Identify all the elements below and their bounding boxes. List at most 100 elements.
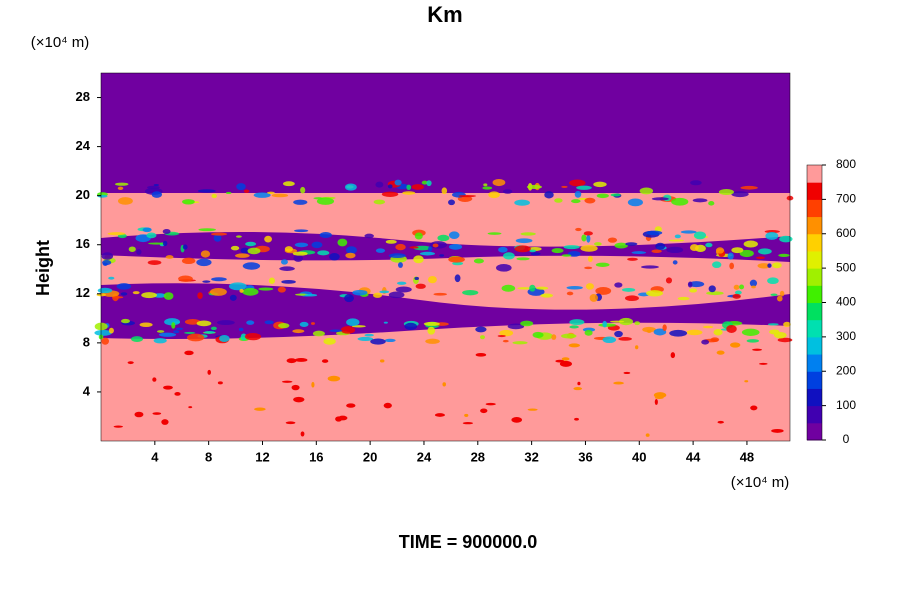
contour-blob (687, 281, 693, 288)
band (101, 231, 790, 262)
contour-blob (740, 185, 758, 190)
contour-blob (654, 396, 664, 399)
contour-blob (502, 189, 513, 194)
contour-blob (536, 286, 549, 290)
contour-blob (197, 292, 203, 299)
contour-blob (284, 246, 293, 253)
colorbar-segment (807, 165, 822, 183)
y-tick-label: 8 (83, 334, 90, 349)
contour-blob (425, 338, 440, 344)
contour-blob (188, 406, 193, 409)
contour-blob (482, 186, 493, 190)
contour-blob (229, 294, 237, 301)
x-tick-label: 36 (578, 449, 592, 464)
contour-blob (419, 251, 436, 256)
contour-blob (646, 230, 663, 236)
x-tick-label: 28 (471, 449, 485, 464)
contour-blob (225, 191, 232, 195)
contour-blob (128, 246, 136, 252)
contour-blob (162, 240, 168, 247)
x-tick-label: 12 (255, 449, 269, 464)
contour-blob (373, 199, 386, 205)
contour-blob (566, 286, 583, 290)
contour-blob (708, 285, 716, 293)
contour-blob (713, 329, 723, 336)
contour-blob (751, 348, 763, 351)
contour-blob (101, 252, 114, 260)
contour-blob (627, 257, 638, 261)
contour-blob (621, 287, 636, 292)
contour-blob (312, 330, 325, 337)
y-unit: (×10⁴ m) (31, 34, 90, 51)
contour-blob (387, 184, 393, 189)
contour-blob (394, 179, 402, 186)
contour-blob (346, 403, 356, 408)
contour-blob (113, 425, 124, 428)
y-tick-label: 20 (76, 187, 90, 202)
contour-blob (182, 244, 188, 250)
contour-blob (200, 250, 211, 258)
contour-blob (319, 232, 332, 239)
contour-blob (571, 199, 581, 204)
contour-blob (236, 183, 246, 191)
contour-blob (701, 339, 710, 345)
contour-blob (293, 396, 305, 403)
contour-blob (730, 342, 741, 348)
contour-blob (726, 325, 737, 333)
contour-blob (402, 191, 416, 195)
contour-blob (692, 198, 708, 203)
x-tick-label: 48 (740, 449, 754, 464)
contour-blob (693, 231, 707, 240)
contour-blob (614, 282, 623, 288)
contour-blob (595, 286, 612, 295)
contour-blob (716, 350, 725, 355)
contour-blob (757, 263, 771, 269)
contour-blob (651, 249, 662, 254)
contour-blob (117, 197, 133, 205)
contour-blob (228, 282, 247, 291)
contour-blob (739, 249, 754, 258)
contour-blob (655, 242, 666, 250)
contour-blob (294, 229, 309, 233)
contour-blob (107, 232, 126, 236)
contour-blob (304, 293, 318, 297)
contour-blob (344, 183, 357, 191)
contour-blob (672, 260, 678, 265)
contour-blob (427, 326, 436, 335)
contour-blob (245, 241, 257, 247)
contour-blob (480, 408, 488, 414)
contour-blob (217, 381, 223, 385)
contour-blob (163, 292, 174, 300)
contour-blob (487, 232, 502, 235)
colorbar-segment (807, 302, 822, 321)
contour-blob (198, 228, 216, 232)
contour-blob (583, 231, 593, 236)
contour-blob (182, 199, 195, 205)
contour-blob (746, 339, 760, 343)
colorbar-segment (807, 268, 822, 286)
contour-blob (211, 277, 227, 282)
contour-blob (653, 392, 667, 399)
contour-blob (651, 197, 669, 201)
contour-blob (146, 232, 157, 239)
contour-blob (739, 284, 745, 290)
contour-blob (492, 178, 506, 187)
contour-blob (437, 234, 450, 242)
contour-blob (514, 199, 530, 206)
contour-blob (576, 185, 592, 190)
colorbar-segment (807, 182, 822, 200)
x-tick-label: 44 (686, 449, 701, 464)
contour-blob (97, 287, 113, 294)
contour-blob (689, 244, 699, 252)
contour-blob (395, 286, 412, 293)
contour-blob (396, 281, 407, 285)
contour-blob (164, 318, 181, 326)
contour-blob (645, 433, 650, 437)
contour-blob (631, 251, 647, 254)
contour-blob (458, 194, 477, 198)
contour-blob (587, 255, 593, 263)
contour-blob (244, 333, 262, 341)
contour-blob (731, 247, 744, 254)
contour-blob (280, 259, 288, 265)
colorbar-tick-label: 800 (836, 157, 856, 171)
